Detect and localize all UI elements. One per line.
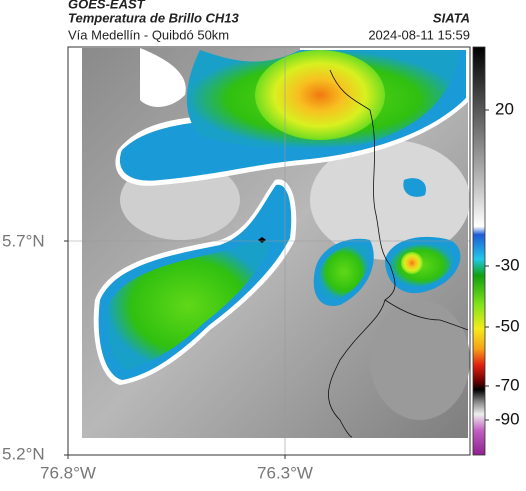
colorbar-strip	[472, 46, 486, 456]
lat-label: 5.2°N	[2, 444, 45, 463]
map-frame	[67, 46, 471, 456]
colorbar-tick-label: -30	[495, 255, 520, 274]
product-name: GOES-EAST	[68, 0, 146, 11]
timestamp: 2024-08-11 15:59	[368, 27, 470, 42]
colorbar-tick-label: -70	[495, 375, 520, 394]
title: Temperatura de Brillo CH13	[68, 10, 240, 25]
lat-label: 5.7°N	[2, 231, 45, 250]
route: Vía Medellín - Quibdó 50km	[68, 27, 229, 42]
lon-label: 76.8°W	[40, 463, 96, 482]
colorbar-tick-label: -50	[495, 316, 520, 335]
source: SIATA	[433, 10, 470, 25]
lon-label: 76.3°W	[257, 463, 313, 482]
colorbar: 20 -30 -50 -70 -90	[472, 46, 520, 456]
colorbar-tick-label: 20	[495, 99, 514, 118]
satellite-image	[82, 48, 470, 438]
colorbar-tick-label: -90	[495, 409, 520, 428]
